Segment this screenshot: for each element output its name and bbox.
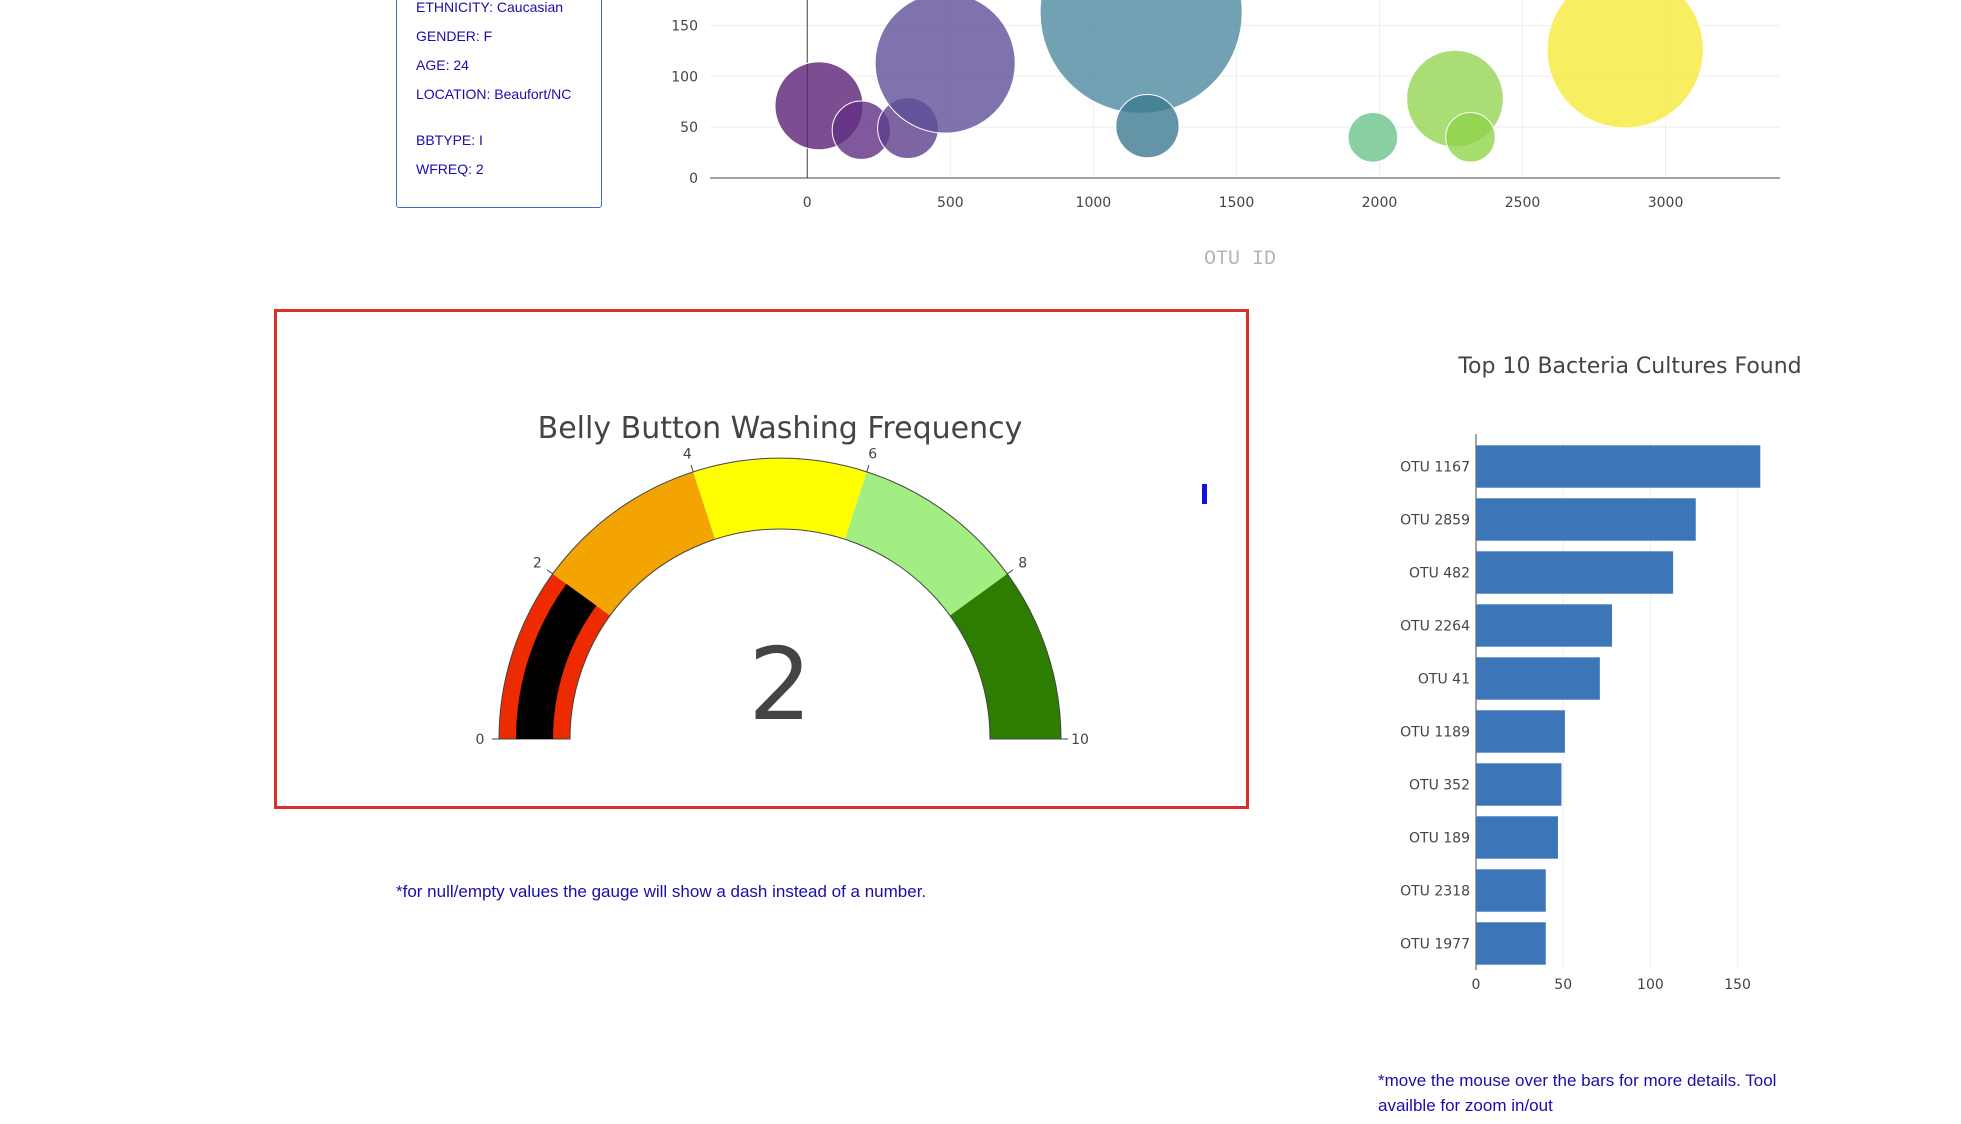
bar: [1476, 922, 1546, 965]
demographic-info-panel: ETHNICITY: Caucasian GENDER: F AGE: 24 L…: [396, 0, 602, 208]
bubble-x-tick-label: 500: [937, 195, 964, 211]
bubble-x-tick-label: 2500: [1505, 195, 1541, 211]
bar-category-label: OTU 1189: [1400, 725, 1470, 741]
gauge-tick: [1007, 569, 1014, 575]
bubble-x-tick-label: 1000: [1076, 195, 1112, 211]
demo-ethnicity: ETHNICITY: Caucasian: [416, 0, 564, 15]
gauge-step-band: [949, 573, 1061, 739]
gauge-outline: [498, 457, 1062, 740]
bar-x-tick-label: 100: [1637, 977, 1664, 993]
bar-x-tick-label: 0: [1472, 977, 1481, 993]
bubble-marker: [1347, 112, 1399, 163]
bubble-y-tick-label: 0: [689, 171, 698, 187]
bar-category-label: OTU 1167: [1400, 460, 1470, 476]
bubble-x-tick-label: 0: [803, 195, 812, 211]
bubble-y-tick-label: 150: [671, 18, 698, 34]
bar-x-tick-label: 50: [1554, 977, 1572, 993]
bar: [1476, 763, 1562, 806]
bar-category-label: OTU 41: [1418, 672, 1470, 688]
bubble-x-axis-title: OTU ID: [1203, 248, 1276, 271]
bar-category-label: OTU 1977: [1400, 937, 1470, 953]
bar: [1476, 551, 1674, 594]
bar-category-label: OTU 2264: [1400, 619, 1470, 635]
gauge-tick-label: 8: [1018, 556, 1027, 572]
gauge-title: Belly Button Washing Frequency: [538, 411, 1023, 446]
bar-footnote: *move the mouse over the bars for more d…: [1378, 1071, 1777, 1115]
bubble-markers: [774, 0, 1704, 163]
bubble-x-tick-label: 1500: [1219, 195, 1255, 211]
gauge-tick: [546, 569, 553, 575]
gauge-tick-label: 10: [1071, 732, 1089, 748]
bubble-marker: [1115, 94, 1180, 159]
bar-chart[interactable]: 0 50 100 150 OTU 1167 OTU 2859 OTU 482 OTU 2264…: [1380, 430, 1800, 1000]
bar: [1476, 498, 1696, 541]
bubble-x-tick-label: 2000: [1362, 195, 1398, 211]
gauge-footnote: *for null/empty values the gauge will sh…: [396, 882, 927, 901]
bar-category-label: OTU 2859: [1400, 513, 1470, 529]
gauge-tick: [866, 464, 870, 472]
bubble-marker: [1445, 112, 1496, 163]
gauge-step-band: [693, 458, 867, 540]
bar-category-label: OTU 482: [1409, 566, 1470, 582]
gauge-value-label: 2: [748, 626, 812, 743]
bar-category-label: OTU 352: [1409, 778, 1470, 794]
bubble-y-tick-label: 100: [671, 69, 698, 85]
bubble-x-tick-label: 3000: [1648, 195, 1684, 211]
bar-category-label: OTU 189: [1409, 831, 1470, 847]
gauge-tick-label: 4: [683, 447, 692, 463]
bar: [1476, 869, 1546, 912]
gauge-tick: [690, 464, 694, 472]
bar-x-tick-label: 150: [1724, 977, 1751, 993]
demo-bbtype: BBTYPE: I: [416, 132, 483, 148]
bubble-marker: [1546, 0, 1704, 129]
bubble-marker: [874, 0, 1016, 134]
demo-gender: GENDER: F: [416, 28, 493, 44]
gauge-step-band: [552, 471, 716, 616]
text-cursor-icon: [1202, 484, 1207, 504]
bar: [1476, 710, 1565, 753]
gauge-panel: Belly Button Washing Frequency 0 2 4 6 8 10 2: [274, 309, 1249, 809]
gauge-value-bar: [516, 583, 597, 739]
bar: [1476, 657, 1600, 700]
bar: [1476, 445, 1761, 488]
bubble-y-tick-label: 50: [680, 120, 698, 136]
bar: [1476, 604, 1613, 647]
bar-category-label: OTU 2318: [1400, 884, 1470, 900]
bar-chart-title: Top 10 Bacteria Cultures Found: [1458, 354, 1802, 379]
gauge-tick-label: 2: [533, 556, 542, 572]
gauge-chart: Belly Button Washing Frequency 0 2 4 6 8 10 2: [476, 411, 1089, 748]
demo-location: LOCATION: Beaufort/NC: [416, 86, 572, 102]
bubble-chart[interactable]: 0 500 1000 1500 2000 2500 3000 0 50 100 150: [640, 0, 1800, 240]
demo-age: AGE: 24: [416, 57, 469, 73]
gauge-tick-label: 0: [476, 732, 485, 748]
gauge-tick-label: 6: [868, 447, 877, 463]
bar: [1476, 816, 1558, 859]
gauge-step-band: [844, 471, 1008, 616]
demo-wfreq: WFREQ: 2: [416, 161, 484, 177]
